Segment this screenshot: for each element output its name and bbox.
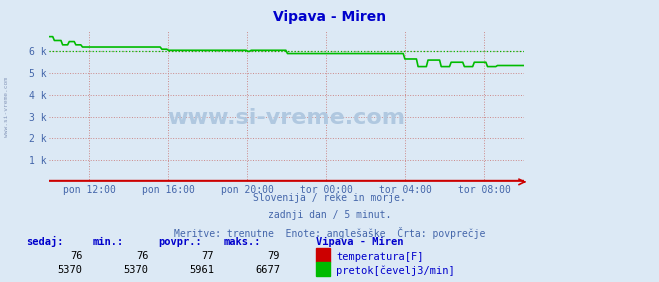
Text: Vipava - Miren: Vipava - Miren [273,10,386,24]
Text: Slovenija / reke in morje.: Slovenija / reke in morje. [253,193,406,203]
Text: 5370: 5370 [57,265,82,275]
Text: 76: 76 [70,251,82,261]
Text: temperatura[F]: temperatura[F] [336,252,424,262]
Text: www.si-vreme.com: www.si-vreme.com [167,108,406,128]
Text: pretok[čevelj3/min]: pretok[čevelj3/min] [336,265,455,276]
Text: Meritve: trenutne  Enote: anglešaške  Črta: povprečje: Meritve: trenutne Enote: anglešaške Črta… [174,227,485,239]
Text: Vipava - Miren: Vipava - Miren [316,237,404,247]
Text: 6677: 6677 [255,265,280,275]
Text: www.si-vreme.com: www.si-vreme.com [4,77,9,137]
Text: 76: 76 [136,251,148,261]
Text: zadnji dan / 5 minut.: zadnji dan / 5 minut. [268,210,391,220]
Text: 79: 79 [268,251,280,261]
Text: 5961: 5961 [189,265,214,275]
Text: maks.:: maks.: [224,237,262,247]
Text: povpr.:: povpr.: [158,237,202,247]
Text: sedaj:: sedaj: [26,236,64,247]
Text: 77: 77 [202,251,214,261]
Text: min.:: min.: [92,237,123,247]
Text: 5370: 5370 [123,265,148,275]
